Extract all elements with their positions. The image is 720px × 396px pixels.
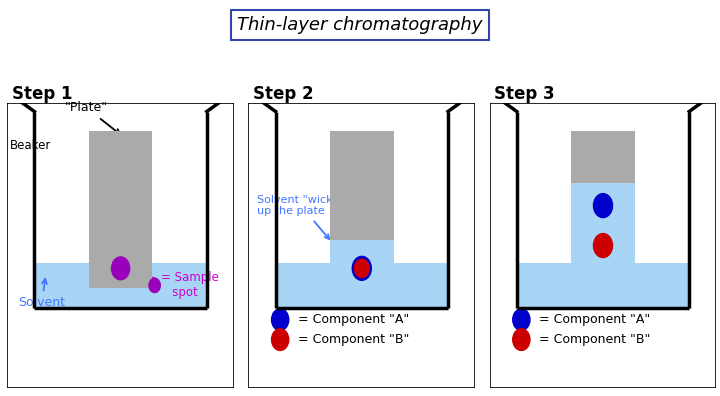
Bar [89,131,153,288]
Text: = Component "A": = Component "A" [539,313,651,326]
Text: = Component "B": = Component "B" [539,333,651,346]
Text: Beaker: Beaker [9,139,51,152]
Text: Solvent: Solvent [19,279,66,309]
Bar [330,240,394,288]
Text: "Plate": "Plate" [65,101,120,134]
Text: Step 2: Step 2 [253,85,314,103]
Bar [276,263,448,308]
Text: = Sample
   spot: = Sample spot [161,271,220,299]
Text: Step 3: Step 3 [494,85,555,103]
Bar [571,131,635,183]
Text: = Component "B": = Component "B" [298,333,410,346]
Circle shape [352,256,372,280]
Circle shape [593,234,613,257]
Circle shape [271,309,289,331]
Bar [517,263,689,308]
Text: Thin-layer chromatography: Thin-layer chromatography [238,16,482,34]
Bar [571,183,635,288]
Text: Solvent "wicks"
up the plate: Solvent "wicks" up the plate [258,195,344,239]
Text: = Component "A": = Component "A" [298,313,410,326]
Circle shape [149,278,161,293]
Circle shape [593,194,613,217]
Circle shape [513,329,530,350]
Circle shape [112,257,130,280]
Bar [35,263,207,308]
Circle shape [271,329,289,350]
Text: Step 1: Step 1 [12,85,72,103]
Bar [330,131,394,240]
Circle shape [354,259,369,278]
Circle shape [513,309,530,331]
